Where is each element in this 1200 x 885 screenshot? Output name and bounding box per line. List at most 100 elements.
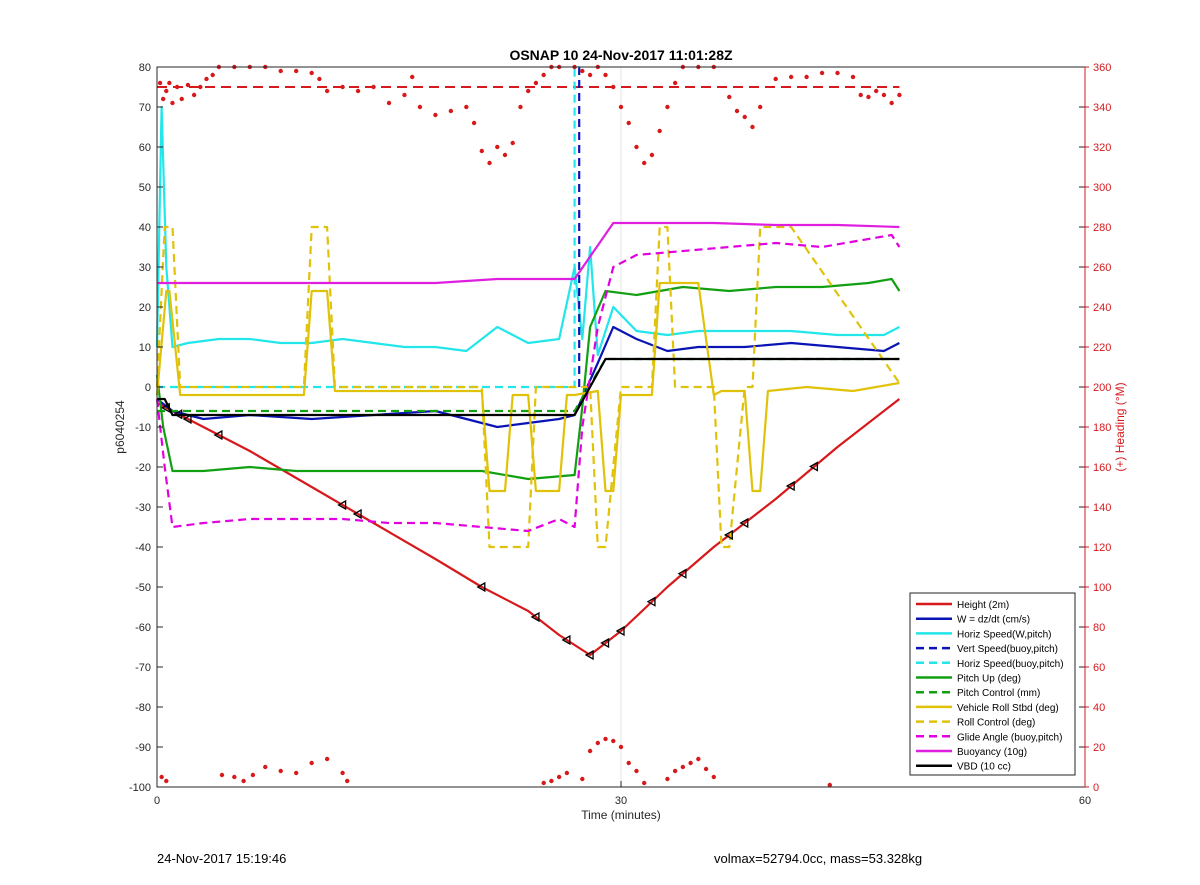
y2-tick-label: 60 <box>1093 662 1105 674</box>
heading-point <box>324 88 330 94</box>
series-line-glide-angle-buoy-pitch <box>155 233 901 533</box>
y-tick-label: -50 <box>135 582 151 594</box>
heading-point <box>727 94 732 100</box>
heading-point <box>191 92 197 98</box>
heading-point <box>464 104 469 110</box>
heading-point <box>340 84 345 90</box>
y2-tick-label: 360 <box>1093 62 1111 74</box>
heading-point <box>355 88 361 94</box>
y2-tick-label: 40 <box>1093 702 1105 714</box>
heading-point <box>564 770 570 776</box>
heading-point <box>232 774 237 780</box>
height-marker <box>809 461 818 472</box>
y-tick-label: -70 <box>135 662 151 674</box>
height-marker <box>615 625 625 637</box>
legend-label-vbd-10-cc: VBD (10 cc) <box>957 762 1011 773</box>
heading-point <box>696 756 701 762</box>
y2-tick-label: 20 <box>1093 742 1105 754</box>
y2-tick-label: 140 <box>1093 502 1111 514</box>
heading-point <box>866 94 871 100</box>
heading-point <box>471 120 477 126</box>
series-line-vehicle-roll-stbd-deg <box>155 281 900 493</box>
heading-point <box>665 776 670 782</box>
heading-point <box>198 84 203 90</box>
heading-point <box>672 768 678 774</box>
series-line-vbd-10-cc <box>157 357 900 417</box>
heading-point <box>263 764 268 770</box>
series-line-horiz-speed-w-pitch <box>155 105 900 357</box>
heading-point <box>788 74 794 80</box>
heading-point <box>210 72 215 78</box>
heading-point <box>688 760 693 766</box>
chart-title: OSNAP 10 24-Nov-2017 11:01:28Z <box>509 47 733 63</box>
heading-point <box>278 768 283 774</box>
heading-point <box>386 100 392 106</box>
heading-point <box>541 72 546 78</box>
heading-point <box>159 774 164 780</box>
y2-tick-label: 300 <box>1093 182 1111 194</box>
heading-point <box>433 112 438 118</box>
legend-label-pitch-up-deg: Pitch Up (deg) <box>957 674 1021 685</box>
heading-point <box>502 152 508 158</box>
heading-point <box>170 100 175 106</box>
legend-label-height-2m: Height (2m) <box>957 600 1009 611</box>
y-tick-label: -20 <box>135 462 151 474</box>
heading-point <box>250 772 256 778</box>
y-tick-label: -80 <box>135 702 151 714</box>
y-tick-label: -60 <box>135 622 151 634</box>
heading-point <box>758 104 763 110</box>
heading-point <box>626 760 631 766</box>
y-axis-label: p6040254 <box>113 400 127 454</box>
legend-box <box>909 592 1076 776</box>
heading-point <box>219 772 225 778</box>
heading-point <box>773 76 778 82</box>
heading-point <box>665 104 670 110</box>
heading-point <box>634 768 639 774</box>
y2-tick-label: 260 <box>1093 262 1111 274</box>
heading-point <box>889 100 894 106</box>
y-tick-label: -10 <box>135 422 151 434</box>
heading-point <box>711 774 716 780</box>
y2-tick-label: 120 <box>1093 542 1111 554</box>
legend-label-roll-control-deg: Roll Control (deg) <box>957 718 1035 729</box>
height-marker <box>530 611 540 623</box>
heading-point <box>541 780 546 786</box>
heading-point <box>294 770 299 776</box>
heading-point <box>835 70 840 76</box>
legend-label-pitch-control-mm: Pitch Control (mm) <box>957 688 1040 699</box>
footer-timestamp: 24-Nov-2017 15:19:46 <box>157 851 287 866</box>
y-tick-label: -90 <box>135 742 151 754</box>
height-marker <box>182 413 192 425</box>
heading-point <box>634 144 639 150</box>
heading-point <box>340 770 345 776</box>
heading-point <box>603 736 608 742</box>
heading-point <box>618 104 624 110</box>
heading-point <box>626 120 631 126</box>
heading-point <box>804 74 809 80</box>
heading-point <box>495 144 500 150</box>
heading-point <box>734 108 740 114</box>
height-marker <box>561 634 571 646</box>
heading-point <box>518 104 523 110</box>
y2-tick-label: 160 <box>1093 462 1111 474</box>
y-tick-label: 40 <box>139 222 151 234</box>
heading-point <box>611 738 616 744</box>
height-marker <box>739 517 749 529</box>
series-line-height-2m <box>156 398 901 657</box>
heading-point <box>324 756 330 762</box>
y-tick-label: -100 <box>129 782 151 794</box>
legend-label-glide-angle-buoy-pitch: Glide Angle (buoy,pitch) <box>957 732 1062 743</box>
heading-point <box>680 764 686 770</box>
heading-point <box>595 740 600 746</box>
heading-point <box>750 124 755 130</box>
x-tick-label: 30 <box>615 795 627 807</box>
x-tick-label: 0 <box>154 795 160 807</box>
heading-point <box>160 96 166 102</box>
heading-point <box>164 778 169 784</box>
heading-point <box>174 84 180 90</box>
heading-point <box>448 108 454 114</box>
heading-point <box>410 74 415 80</box>
y-tick-label: 70 <box>139 102 151 114</box>
footer-summary: volmax=52794.0cc, mass=53.328kg <box>714 851 923 866</box>
